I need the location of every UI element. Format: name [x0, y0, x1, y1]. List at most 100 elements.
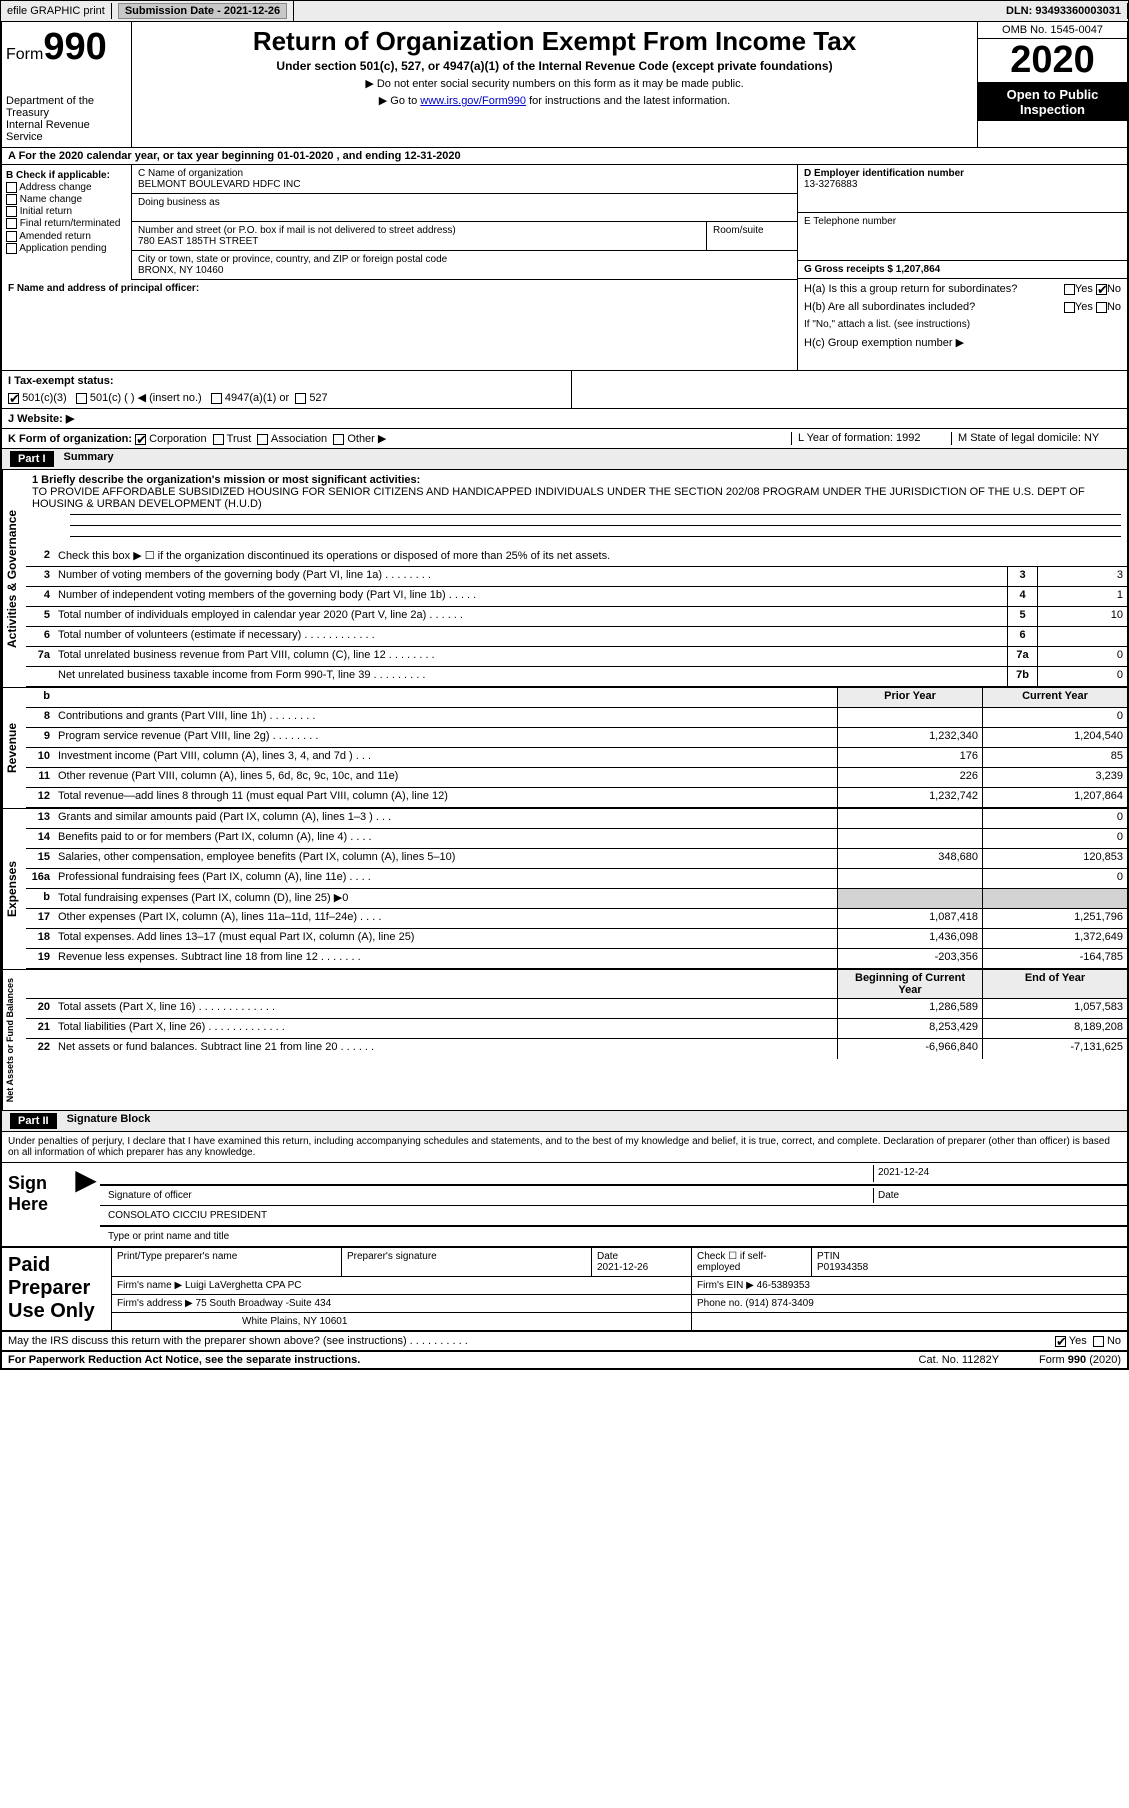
year-formation: L Year of formation: 1992	[791, 432, 951, 445]
top-bar: efile GRAPHIC print Submission Date - 20…	[0, 0, 1129, 22]
part2-title: Signature Block	[57, 1113, 151, 1129]
org-name: BELMONT BOULEVARD HDFC INC	[138, 179, 791, 190]
sig-date-label: Date	[873, 1188, 1123, 1203]
checkbox-527[interactable]	[295, 393, 306, 404]
line17-prior: 1,087,418	[837, 909, 982, 928]
checkbox-application-pending[interactable]	[6, 243, 17, 254]
line21-prior: 8,253,429	[837, 1019, 982, 1038]
line19-current: -164,785	[982, 949, 1127, 968]
street-address: 780 EAST 185TH STREET	[138, 236, 700, 247]
line16a-prior	[837, 869, 982, 888]
line13-prior	[837, 809, 982, 828]
gross-receipts: G Gross receipts $ 1,207,864	[804, 264, 1121, 275]
website-row: J Website: ▶	[2, 409, 1127, 429]
line18-current: 1,372,649	[982, 929, 1127, 948]
line16b-prior-shaded	[837, 889, 982, 908]
line12-prior: 1,232,742	[837, 788, 982, 807]
line4-value: 1	[1037, 587, 1127, 606]
line19-prior: -203,356	[837, 949, 982, 968]
firm-name: Luigi LaVerghetta CPA PC	[185, 1280, 302, 1291]
checkbox-amended-return[interactable]	[6, 231, 17, 242]
col-b-checkboxes: B Check if applicable: Address change Na…	[2, 165, 132, 280]
dba-label: Doing business as	[138, 197, 791, 208]
line18-prior: 1,436,098	[837, 929, 982, 948]
mission-text: TO PROVIDE AFFORDABLE SUBSIDIZED HOUSING…	[32, 486, 1121, 510]
irs-label: Internal Revenue Service	[6, 119, 127, 143]
checkbox-501c[interactable]	[76, 393, 87, 404]
state-domicile: M State of legal domicile: NY	[951, 432, 1121, 445]
hb-no-checkbox[interactable]	[1096, 302, 1107, 313]
mission-label: 1 Briefly describe the organization's mi…	[32, 474, 1121, 486]
tax-year: 2020	[978, 39, 1127, 83]
section-revenue: Revenue	[2, 688, 26, 808]
line20-prior: 1,286,589	[837, 999, 982, 1018]
end-year-header: End of Year	[982, 970, 1127, 998]
sign-arrow-icon: ▶	[72, 1163, 100, 1246]
checkbox-association[interactable]	[257, 434, 268, 445]
line5-value: 10	[1037, 607, 1127, 626]
discuss-no-checkbox[interactable]	[1093, 1336, 1104, 1347]
section-expenses: Expenses	[2, 809, 26, 969]
form-subtitle: Under section 501(c), 527, or 4947(a)(1)…	[144, 59, 965, 73]
discuss-yes-checkbox[interactable]	[1055, 1336, 1066, 1347]
firm-phone: (914) 874-3409	[745, 1298, 813, 1309]
line6-value	[1037, 627, 1127, 646]
line10-current: 85	[982, 748, 1127, 767]
principal-officer-label: F Name and address of principal officer:	[8, 283, 791, 294]
org-name-label: C Name of organization	[138, 168, 791, 179]
line17-current: 1,251,796	[982, 909, 1127, 928]
line16a-current: 0	[982, 869, 1127, 888]
footer-form: Form 990 (2020)	[1039, 1354, 1121, 1366]
checkbox-final-return[interactable]	[6, 218, 17, 229]
checkbox-corporation[interactable]	[135, 434, 146, 445]
officer-name-label: Type or print name and title	[104, 1229, 233, 1244]
preparer-sig-label: Preparer's signature	[342, 1248, 592, 1276]
line8-current: 0	[982, 708, 1127, 727]
checkbox-initial-return[interactable]	[6, 206, 17, 217]
note-ssn: ▶ Do not enter social security numbers o…	[144, 77, 965, 90]
irs-link[interactable]: www.irs.gov/Form990	[420, 95, 526, 107]
ein-label: D Employer identification number	[804, 168, 1121, 179]
ptin-value: P01934358	[817, 1262, 1122, 1273]
hc-question: H(c) Group exemption number ▶	[798, 333, 1127, 352]
ha-yes-checkbox[interactable]	[1064, 284, 1075, 295]
period-row: A For the 2020 calendar year, or tax yea…	[2, 148, 1127, 165]
ein-value: 13-3276883	[804, 179, 1121, 190]
footer-catno: Cat. No. 11282Y	[919, 1354, 1000, 1366]
form-number: 990	[43, 26, 106, 68]
preparer-name-label: Print/Type preparer's name	[112, 1248, 342, 1276]
line14-current: 0	[982, 829, 1127, 848]
checkbox-4947[interactable]	[211, 393, 222, 404]
signature-declaration: Under penalties of perjury, I declare th…	[2, 1132, 1127, 1162]
line12-current: 1,207,864	[982, 788, 1127, 807]
line11-current: 3,239	[982, 768, 1127, 787]
line22-current: -7,131,625	[982, 1039, 1127, 1059]
room-label: Room/suite	[713, 225, 791, 236]
checkbox-501c3[interactable]	[8, 393, 19, 404]
self-employed-label: Check ☐ if self-employed	[692, 1248, 812, 1276]
addr-label: Number and street (or P.O. box if mail i…	[138, 225, 700, 236]
sign-here-label: Sign Here	[2, 1163, 72, 1246]
sig-officer-label: Signature of officer	[104, 1188, 873, 1203]
officer-name: CONSOLATO CICCIU PRESIDENT	[104, 1208, 271, 1223]
line20-current: 1,057,583	[982, 999, 1127, 1018]
line22-prior: -6,966,840	[837, 1039, 982, 1059]
open-public-label: Open to Public Inspection	[978, 83, 1127, 121]
current-year-header: Current Year	[982, 688, 1127, 707]
part1-title: Summary	[54, 451, 114, 467]
line7b-value: 0	[1037, 667, 1127, 686]
line10-prior: 176	[837, 748, 982, 767]
paid-preparer-label: Paid Preparer Use Only	[2, 1248, 112, 1330]
submission-date-button[interactable]: Submission Date - 2021-12-26	[118, 3, 287, 19]
checkbox-name-change[interactable]	[6, 194, 17, 205]
checkbox-other[interactable]	[333, 434, 344, 445]
part1-header: Part I	[10, 451, 54, 467]
ha-no-checkbox[interactable]	[1096, 284, 1107, 295]
checkbox-address-change[interactable]	[6, 182, 17, 193]
firm-ein: 46-5389353	[757, 1280, 810, 1291]
city-label: City or town, state or province, country…	[138, 254, 791, 265]
checkbox-trust[interactable]	[213, 434, 224, 445]
hb-yes-checkbox[interactable]	[1064, 302, 1075, 313]
section-governance: Activities & Governance	[2, 470, 26, 687]
omb-number: OMB No. 1545-0047	[978, 22, 1127, 39]
